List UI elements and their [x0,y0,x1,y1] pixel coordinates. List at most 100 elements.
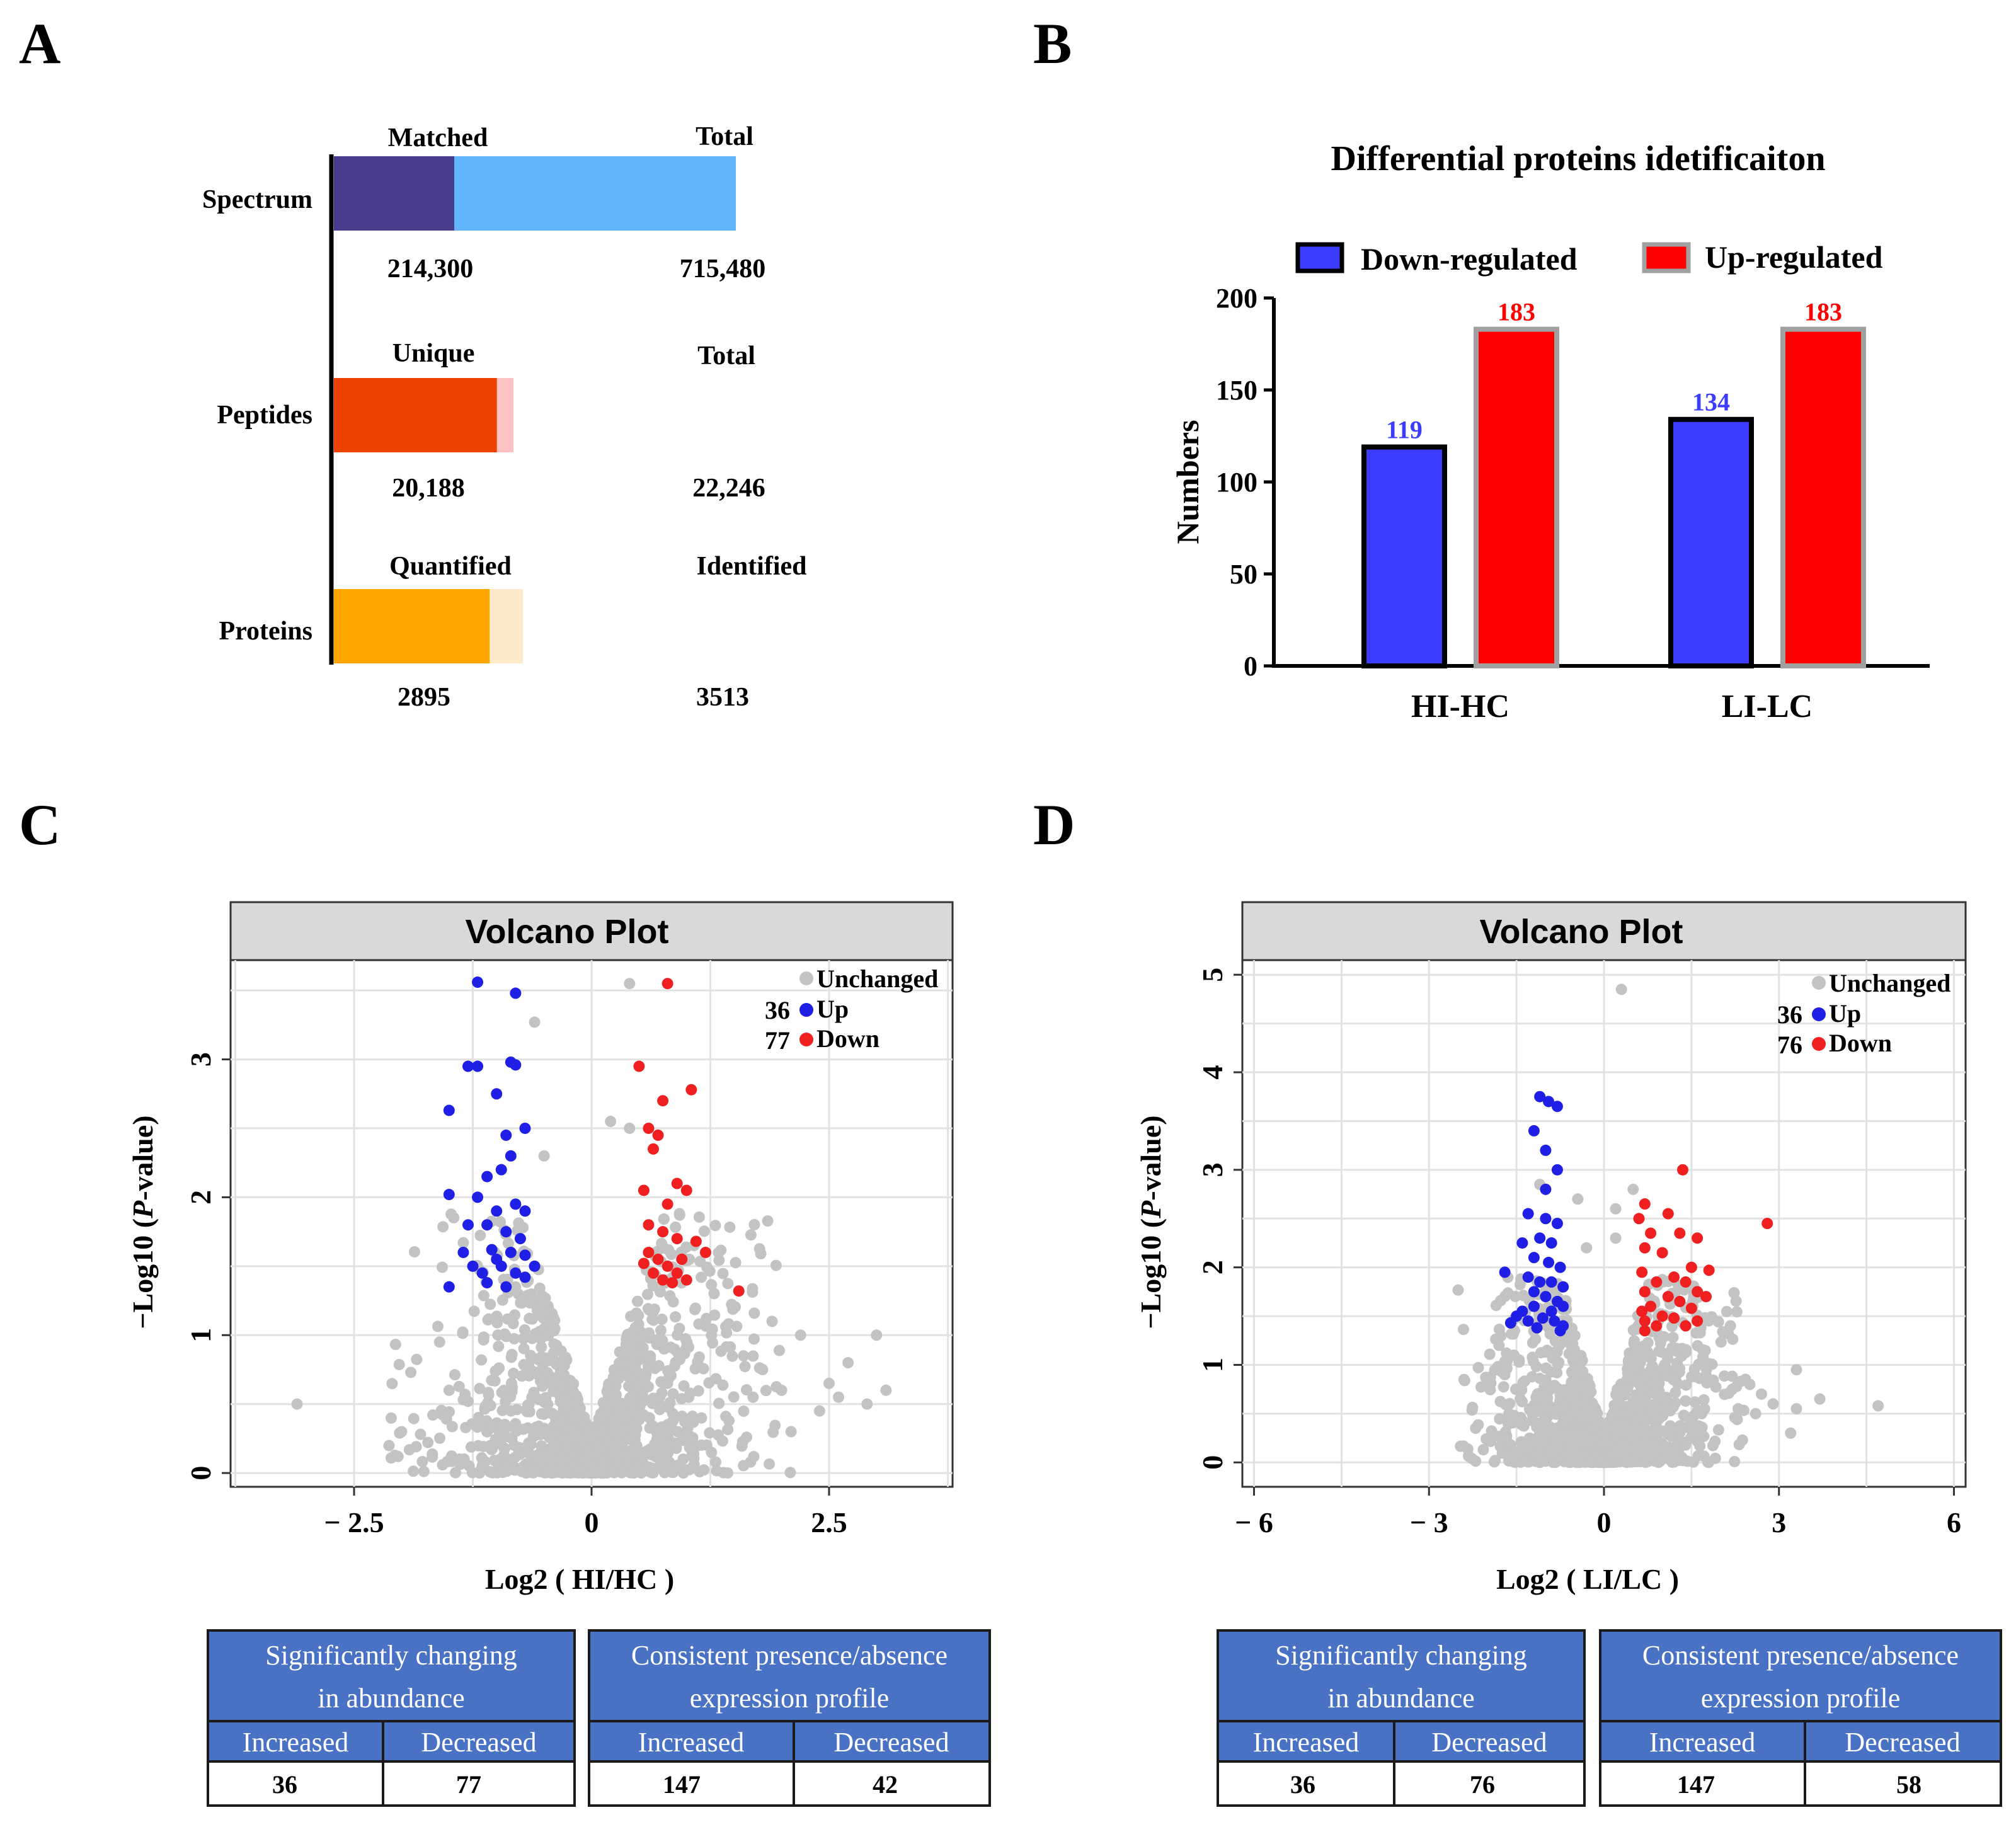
d-point-unchanged [1581,1388,1593,1400]
c-point-unchanged [764,1458,776,1470]
d-x-tick-label: − 3 [1410,1506,1448,1538]
d-point-unchanged [1726,1383,1738,1395]
d-point-unchanged [1610,1203,1622,1215]
c-y-tick-label: 2 [185,1190,217,1205]
c-point-unchanged [510,1462,522,1474]
c-point-unchanged [567,1450,579,1462]
d-point-unchanged [1559,1428,1571,1440]
c-point-unchanged [767,1426,779,1438]
d-point-unchanged [1559,1412,1571,1424]
legend-up-label: Up-regulated [1705,239,1883,275]
c-point-unchanged [616,1403,628,1415]
c-point-unchanged [505,1377,517,1389]
c-point-unchanged [643,1461,655,1473]
c-point-unchanged [474,1229,486,1241]
table-c-sub-3-label: Increased [638,1727,745,1758]
c-y-tick-label: 1 [185,1328,217,1343]
d-point-unchanged [1696,1421,1708,1433]
c-point-up [510,1059,522,1071]
d-point-down [1692,1232,1704,1244]
d-point-up [1528,1252,1540,1264]
table-d-sub-1-label: Increased [1253,1727,1360,1758]
d-legend-up-dot [1812,1007,1826,1021]
d-point-down [1668,1271,1680,1283]
d-point-unchanged [1505,1439,1517,1451]
c-point-unchanged [583,1435,595,1446]
c-point-unchanged [696,1271,707,1283]
c-point-unchanged [606,1411,618,1423]
c-point-unchanged [422,1436,434,1448]
d-point-up [1543,1096,1555,1108]
c-point-unchanged [537,1298,549,1310]
c-point-unchanged [656,1314,668,1326]
c-point-unchanged [405,1366,417,1378]
d-point-unchanged [1519,1443,1531,1455]
d-point-up [1528,1300,1540,1312]
c-point-unchanged [493,1341,505,1353]
d-point-down [1685,1302,1697,1314]
d-point-unchanged [1516,1419,1528,1431]
d-point-down [1662,1208,1674,1220]
d-point-up [1551,1164,1563,1176]
c-point-unchanged [662,1438,673,1450]
d-legend-down: Down [1829,1029,1892,1057]
c-point-unchanged [823,1377,835,1389]
c-legend-down: Down [816,1024,879,1053]
b-category-hi-hc: HI-HC [1411,689,1509,724]
d-point-unchanged [1526,1351,1538,1363]
c-point-unchanged [536,1341,547,1353]
panel-a-chart: Spectrum Matched Total 214,300 715,480 P… [202,122,806,712]
c-point-unchanged [634,1347,646,1359]
table-c-sub-2 [382,1720,576,1763]
c-point-unchanged [565,1377,577,1389]
c-point-down [657,1226,669,1238]
table-d-sig-line2: in abundance [1327,1683,1474,1714]
c-point-unchanged [670,1221,682,1233]
d-point-unchanged [1662,1353,1674,1365]
d-point-unchanged [1750,1407,1761,1419]
c-strip [229,901,954,961]
b-y-tick-label: 200 [1216,283,1257,314]
c-point-unchanged [709,1456,721,1468]
table-c-val-1: 36 [272,1770,297,1799]
c-point-unchanged [675,1393,687,1405]
c-point-unchanged [766,1315,778,1327]
d-point-down [1674,1227,1686,1239]
c-point-down [643,1246,655,1258]
d-point-unchanged [1733,1438,1745,1450]
c-point-unchanged [665,1341,677,1353]
c-point-up [500,1281,512,1293]
legend-up-swatch [1642,242,1691,273]
c-point-unchanged [554,1365,566,1377]
c-point-unchanged [760,1385,772,1397]
c-point-up [476,1267,488,1279]
c-point-unchanged [654,1422,666,1434]
d-point-unchanged [1631,1417,1643,1429]
d-point-unchanged [1552,1358,1564,1370]
c-point-unchanged [519,1368,531,1380]
c-point-down [638,1184,650,1196]
d-point-unchanged [1648,1404,1660,1416]
d-point-unchanged [1508,1410,1520,1422]
c-point-unchanged [607,1397,619,1409]
d-point-unchanged [1673,1453,1685,1465]
d-point-unchanged [1490,1300,1502,1312]
c-point-up [514,1233,526,1245]
c-point-unchanged [463,1460,475,1472]
c-point-unchanged [488,1455,500,1467]
d-point-unchanged [1699,1344,1711,1356]
d-point-unchanged [1574,1450,1586,1462]
d-point-unchanged [1744,1378,1756,1390]
c-point-unchanged [715,1345,727,1357]
d-point-unchanged [1637,1382,1649,1394]
c-point-up [481,1219,493,1231]
c-point-unchanged [740,1384,752,1396]
c-point-unchanged [741,1431,753,1443]
d-point-up [1551,1101,1563,1113]
table-d-val-4: 58 [1896,1770,1922,1799]
c-point-up [472,1060,484,1072]
d-point-unchanged [1565,1379,1577,1391]
c-point-unchanged [664,1290,676,1302]
d-point-unchanged [1484,1348,1496,1360]
c-point-down [667,1277,679,1289]
